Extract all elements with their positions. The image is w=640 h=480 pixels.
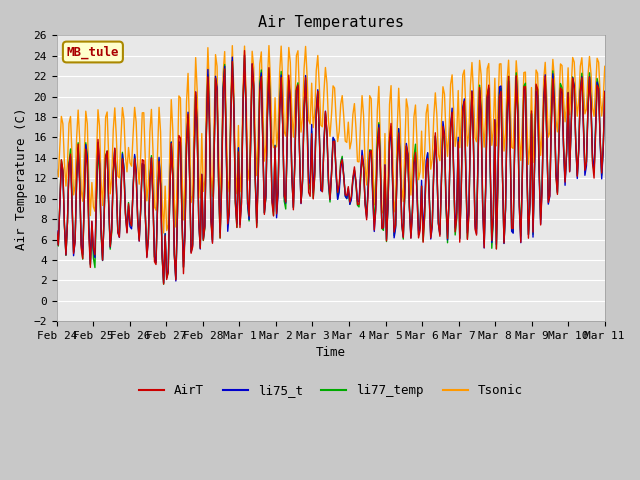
Text: MB_tule: MB_tule: [67, 45, 119, 59]
Legend: AirT, li75_t, li77_temp, Tsonic: AirT, li75_t, li77_temp, Tsonic: [134, 379, 527, 402]
Y-axis label: Air Temperature (C): Air Temperature (C): [15, 107, 28, 250]
X-axis label: Time: Time: [316, 347, 346, 360]
Title: Air Temperatures: Air Temperatures: [258, 15, 404, 30]
